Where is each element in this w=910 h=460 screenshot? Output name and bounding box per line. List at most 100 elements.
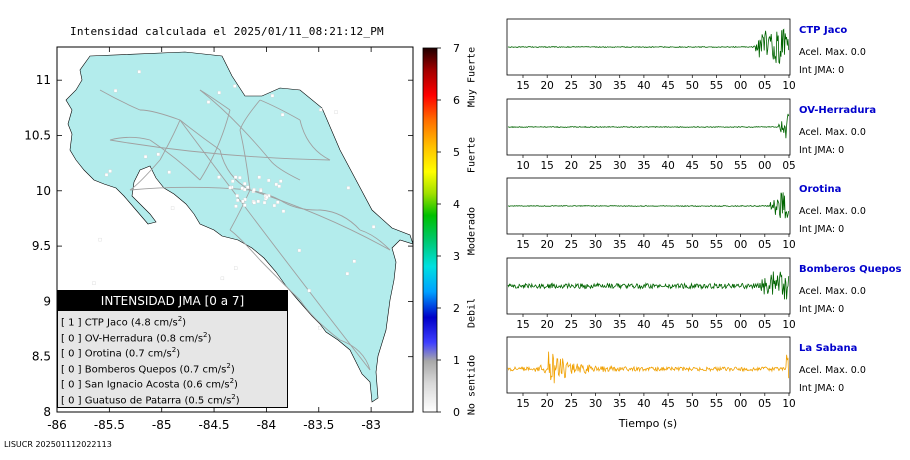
waveform-tick-label: 25 [565,319,578,331]
waveform-tick-label: 45 [661,80,674,92]
station-max-accel: Acel. Max. 0.0 [799,47,866,58]
legend-item-text: OV-Herradura (0.8 cm/s [84,332,204,344]
waveform-tick-label: 35 [613,80,626,92]
town-marker [92,281,96,285]
station-jma-intensity: Int JMA: 0 [799,224,845,235]
town-marker [297,248,302,253]
costa-rica-land [65,51,414,403]
town-marker [206,100,211,104]
waveform-panel: 10 15 20 25 30 35 40 45 50 55 00 05 [506,98,796,172]
waveform-tick-label: 10 [782,398,795,410]
town-marker [98,237,102,242]
waveform-tick-label: 30 [589,319,602,331]
waveform-panels: 15 20 25 30 35 40 45 50 55 00 05 10 10 15 20 25 30 35 40 45… [506,18,796,410]
colorbar-category-label: Debil [466,297,478,329]
colorbar-tick-label: 7 [453,42,460,55]
road [159,119,181,161]
town-marker [371,225,376,229]
waveform-tick-label: 50 [686,319,699,331]
map-x-tick-label: -83.5 [303,418,334,432]
waveform-tick-label: 05 [758,239,771,251]
town-marker [108,169,112,173]
map-title: Intensidad calculada el 2025/01/11_08:21… [70,25,384,38]
waveform-tick-label: 45 [661,319,674,331]
waveform-tick-label: 00 [734,239,747,251]
waveform-tick-label: 15 [540,160,553,172]
waveform-tick-label: 05 [758,319,771,331]
waveform-panel: 15 20 25 30 35 40 45 50 55 00 05 10 [506,177,796,251]
town-marker [236,198,240,202]
colorbar-tick-label: 5 [453,146,460,159]
map-x-tick-label: -86 [47,418,67,432]
town-marker [334,110,338,114]
map-y-axis: 8 8.5 9 9.5 10 10.5 11 [24,73,413,419]
road [199,109,231,181]
colorbar-category-label: No sentido [466,354,478,416]
station-max-accel: Acel. Max. 0.0 [799,365,866,376]
waveform-tick-label: 10 [782,239,795,251]
waveform-tick-label: 55 [710,239,723,251]
legend-item-unit-exponent: 2 [177,315,183,323]
waveform-tick-label: 20 [540,319,553,331]
waveform-tick-label: 15 [516,239,529,251]
waveform-tick-label: 20 [565,160,578,172]
colorbar-tick-label: 4 [453,198,460,211]
town-marker [233,175,238,179]
waveform-tick-label: 55 [710,398,723,410]
legend-item-close: ) [230,363,235,375]
colorbar-tick-label: 3 [453,250,460,263]
waveform-tick-label: 30 [613,160,626,172]
waveform-trace [507,351,790,384]
waveform-x-label: Tiempo (s) [618,417,677,430]
waveform-tick-label: 05 [758,80,771,92]
waveform-tick-label: 25 [565,398,578,410]
map-x-tick-label: -85.5 [94,418,125,432]
colorbar-category-label: Moderado [466,206,478,256]
waveform-panel: 15 20 25 30 35 40 45 50 55 00 05 10 [506,336,796,410]
town-marker [243,187,247,192]
town-marker [265,195,269,200]
town-marker [252,201,256,205]
legend-title: INTENSIDAD JMA [0 a 7] [58,291,287,311]
town-marker [113,88,118,93]
road [229,189,251,231]
waveform-tick-label: 50 [686,80,699,92]
legend-item-text: San Ignacio Acosta (0.6 cm/s [84,379,230,391]
station-jma-intensity: Int JMA: 0 [799,145,845,156]
town-marker [246,185,250,189]
town-marker [243,181,247,186]
legend-item-level: [ 0 ] [61,332,82,344]
waveform-tick-label: 20 [540,239,553,251]
station-name: Bomberos Quepos [799,264,902,275]
intensity-colorbar: 0 1 2 3 4 5 6 7 [422,42,460,419]
waveform-tick-label: 15 [516,398,529,410]
legend-item: [ 0 ] Orotina (0.7 cm/s2) [61,346,180,359]
waveform-tick-label: 50 [686,398,699,410]
town-marker [281,209,286,213]
town-marker [233,84,237,88]
town-marker [346,186,351,190]
station-jma-intensity: Int JMA: 0 [799,383,845,394]
waveform-tick-label: 10 [782,80,795,92]
town-marker [170,206,175,210]
waveform-tick-label: 45 [661,398,674,410]
waveform-tick-label: 25 [589,160,602,172]
town-marker [257,175,261,179]
town-marker [272,203,277,208]
colorbar-tick-label: 2 [453,302,460,315]
waveform-tick-label: 55 [710,80,723,92]
town-marker [156,152,160,157]
waveform-trace [507,28,790,65]
legend-item: [ 0 ] Bomberos Quepos (0.7 cm/s2) [61,362,235,375]
town-marker [234,266,238,270]
legend-item-level: [ 0 ] [61,348,82,360]
legend-item-close: ) [234,379,238,391]
legend-item-level: [ 0 ] [61,394,82,406]
station-name: CTP Jaco [799,25,848,36]
waveform-tick-label: 00 [734,80,747,92]
waveform-tick-label: 55 [734,160,747,172]
legend-item: [ 0 ] OV-Herradura (0.8 cm/s2) [61,331,211,344]
map-y-tick-label: 10 [36,184,51,198]
waveform-tick-label: 40 [661,160,674,172]
